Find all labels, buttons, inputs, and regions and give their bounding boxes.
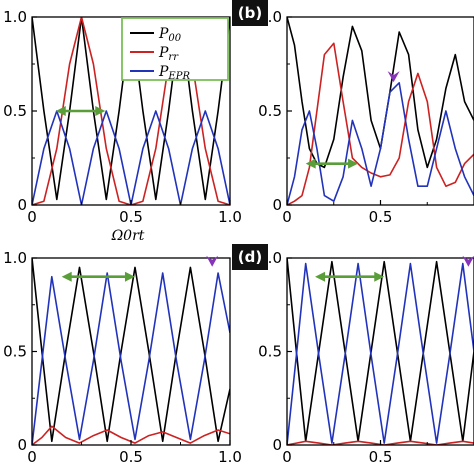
series-line-pepr [32,272,230,445]
y-tick-label: 1.0 [3,8,27,26]
panel-c: 0 0.5 1.0 0 0.5 1.0 [3,249,242,466]
period-arrow-head-left [305,158,316,169]
y-tick-label: 0 [17,196,27,214]
legend-box [121,17,229,81]
x-tick-label: 0.5 [119,208,143,226]
series-line-prr [287,42,474,205]
x-tick-label: 0 [282,208,292,226]
series-line-pepr [287,262,474,445]
y-tick-label: 0.5 [3,102,27,120]
legend-label-subscript: 00 [168,33,181,44]
period-arrow-head-right [95,106,106,116]
panel-tag-label: (d) [238,248,262,266]
panel-tag-box [232,0,268,26]
legend-label-subscript: rr [168,52,179,63]
x-tick-label: 1.0 [218,208,242,226]
peak-marker [387,71,400,83]
y-tick-label: 1.0 [3,249,27,267]
x-tick-label: 0.5 [369,208,393,226]
period-arrow-head-right [124,271,135,282]
series-line-p00 [32,17,230,201]
y-tick-label: 0 [272,196,282,214]
series-line-p00 [287,17,474,169]
legend-label-subscript: EPR [167,71,190,82]
series-line-p00 [287,258,474,443]
y-tick-label: 0 [17,436,27,454]
panel-d: 00.51.00 0.5(d) [232,244,474,466]
y-tick-label: 0.5 [258,343,282,361]
panel-b: 00.51.00 0.5(b) [232,0,474,226]
series-line-prr [32,425,230,445]
series-line-pepr [287,82,474,205]
x-tick-label: 0.5 [369,448,393,466]
y-tick-label: 0.5 [258,102,282,120]
peak-marker [206,255,219,267]
x-axis-label: Ω0rt [111,228,145,244]
x-tick-label: 0 [27,448,37,466]
period-arrow-head-right [348,158,359,169]
x-tick-label: 0 [282,448,292,466]
x-tick-label: 0.5 [119,448,143,466]
period-arrow-head-left [61,271,72,282]
x-tick-label: 1.0 [218,448,242,466]
y-tick-label: 0.5 [3,343,27,361]
x-tick-label: 0 [27,208,37,226]
panel-tag-label: (b) [238,4,262,22]
series-line-prr [287,440,474,445]
period-arrow-head-left [315,271,326,282]
series-line-pepr [32,110,230,205]
period-arrow-head-right [374,271,385,282]
panel-tag-box [232,244,268,270]
peak-marker [462,255,474,267]
series-line-prr [32,17,230,205]
y-tick-label: 0 [272,436,282,454]
period-arrow-head-left [55,106,66,116]
series-line-p00 [32,258,230,443]
